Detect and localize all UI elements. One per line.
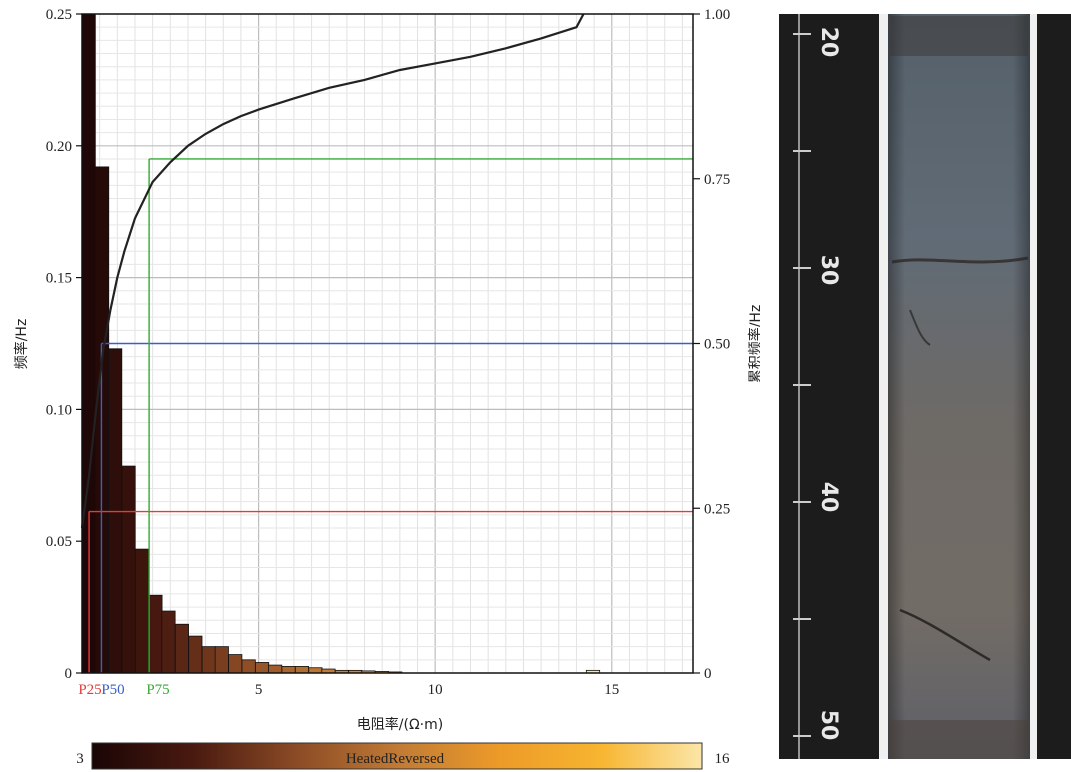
y2-tick-label: 1.00 — [704, 7, 730, 23]
histogram-bar — [188, 635, 203, 673]
y2-tick-label: 0 — [704, 666, 712, 682]
cumulative-frequency-curve — [80, 13, 585, 529]
histogram-bar — [174, 623, 189, 673]
core-shading — [888, 14, 1030, 759]
x-axis: 5 10 15 — [255, 682, 619, 698]
core-dark-spots-1 — [890, 16, 1028, 56]
y-tick-label: 0.20 — [46, 139, 72, 155]
right-y-axis: 0 0.25 0.50 0.75 1.00 — [693, 7, 730, 682]
depth-labels: 20 30 40 50 — [816, 27, 841, 741]
histogram-bar — [308, 667, 323, 673]
histogram-bar — [255, 662, 270, 673]
y-tick-label: 0.25 — [46, 7, 72, 23]
percentile-labels: P25 P50 P75 — [78, 682, 169, 698]
x-tick-label: 5 — [255, 682, 263, 698]
x-tick-label: 10 — [428, 682, 443, 698]
left-y-axis: 0 0.05 0.10 0.15 0.20 0.25 — [46, 7, 82, 682]
core-fracture-1 — [891, 256, 1029, 264]
ruler-ticks — [793, 33, 811, 737]
y-tick-label: 0.10 — [46, 402, 72, 418]
histogram-bar — [294, 666, 310, 673]
depth-label: 50 — [816, 710, 841, 741]
percentile-lines — [88, 158, 693, 673]
colorbar: HeatedReversed 3 16 — [76, 742, 731, 770]
colorbar-min-label: 3 — [76, 751, 84, 767]
depth-ruler — [779, 14, 879, 759]
y-tick-label: 0.05 — [46, 534, 72, 550]
histogram-bar — [228, 654, 243, 673]
resistivity-histogram-chart: 00.050.100.150.200.25 00.250.500.751.00 … — [13, 7, 760, 770]
percentile-label: P50 — [101, 682, 124, 698]
y-tick-label: 0.15 — [46, 271, 72, 287]
histogram-bar — [585, 669, 601, 673]
core-body — [888, 14, 1030, 759]
y2-tick-label: 0.25 — [704, 501, 730, 517]
depth-label: 20 — [816, 27, 841, 58]
y2-tick-label: 0.75 — [704, 172, 730, 188]
right-tray-edge — [1037, 14, 1071, 759]
histogram-bar — [281, 666, 296, 673]
histogram-bar — [161, 610, 176, 673]
y-tick-label: 0 — [65, 666, 73, 682]
colorbar-max-label: 16 — [715, 751, 731, 767]
depth-label: 30 — [816, 255, 841, 286]
y-axis-title: 频率/Hz — [13, 319, 30, 370]
core-dark-spots-2 — [890, 720, 1028, 759]
core-tray-border — [879, 14, 1037, 759]
percentile-label: P75 — [146, 682, 169, 698]
histogram-bar — [134, 548, 150, 673]
y2-tick-label: 0.50 — [704, 337, 730, 353]
colorbar-gradient — [91, 742, 703, 770]
core-fracture-2 — [899, 608, 991, 662]
histogram-bar — [201, 646, 216, 673]
histogram-bar — [268, 664, 283, 673]
colorbar-name: HeatedReversed — [346, 751, 445, 767]
y2-axis-title: 累积频率/Hz — [747, 305, 760, 384]
x-axis-title: 电阻率/(Ω·m) — [357, 716, 443, 733]
histogram-bar — [241, 659, 256, 673]
core-fracture-3 — [909, 309, 931, 346]
depth-label: 40 — [816, 482, 841, 513]
histogram-bar — [148, 594, 163, 673]
histogram-bar — [214, 646, 229, 673]
x-tick-label: 15 — [604, 682, 619, 698]
histogram-bar — [121, 465, 136, 673]
percentile-label: P25 — [78, 682, 101, 698]
